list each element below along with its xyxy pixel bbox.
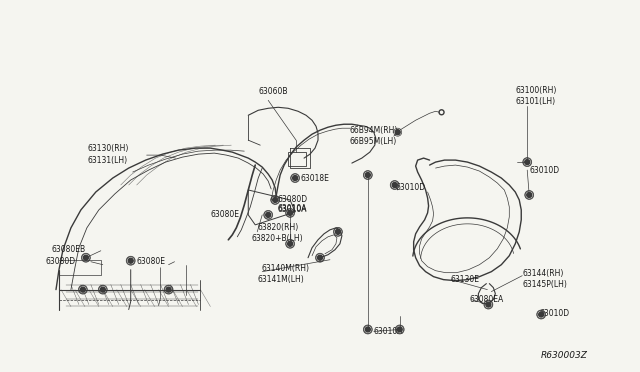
Circle shape: [287, 241, 292, 246]
Circle shape: [128, 258, 133, 263]
Circle shape: [317, 255, 323, 260]
Circle shape: [392, 183, 397, 187]
Circle shape: [397, 327, 402, 332]
Text: 63080E: 63080E: [211, 211, 239, 219]
Text: 63080EB: 63080EB: [51, 245, 85, 254]
Circle shape: [396, 130, 400, 135]
Circle shape: [365, 173, 371, 177]
Text: 63101(LH): 63101(LH): [515, 97, 556, 106]
Text: 63010D: 63010D: [529, 166, 559, 174]
Text: 63080E: 63080E: [137, 257, 166, 266]
Text: R630003Z: R630003Z: [541, 351, 588, 360]
Circle shape: [266, 212, 271, 217]
Text: 63141M(LH): 63141M(LH): [257, 275, 304, 284]
Text: 63100(RH): 63100(RH): [515, 86, 557, 95]
Bar: [288, 152, 306, 166]
Text: 63080D: 63080D: [45, 257, 75, 266]
Text: 63010A: 63010A: [374, 327, 403, 336]
Text: 63820+B(LH): 63820+B(LH): [252, 234, 303, 243]
Circle shape: [166, 287, 171, 292]
Circle shape: [525, 160, 530, 164]
Text: 63140M(RH): 63140M(RH): [261, 264, 309, 273]
Circle shape: [287, 211, 292, 215]
Text: 63080EA: 63080EA: [469, 295, 504, 304]
Text: 63131(LH): 63131(LH): [88, 155, 128, 164]
Circle shape: [100, 287, 106, 292]
Text: 66B95M(LH): 66B95M(LH): [350, 137, 397, 146]
Circle shape: [486, 302, 491, 307]
Text: 63820(RH): 63820(RH): [257, 223, 298, 232]
Text: 63130(RH): 63130(RH): [88, 144, 129, 153]
Text: 66B94M(RH): 66B94M(RH): [350, 126, 398, 135]
Text: 63080D: 63080D: [277, 195, 307, 205]
Circle shape: [365, 327, 371, 332]
Circle shape: [273, 198, 278, 202]
Text: 63060B: 63060B: [258, 87, 288, 96]
Text: 63010D: 63010D: [396, 183, 426, 192]
Circle shape: [527, 192, 532, 198]
Text: 63145P(LH): 63145P(LH): [522, 280, 567, 289]
Text: 63144(RH): 63144(RH): [522, 269, 564, 278]
Circle shape: [335, 229, 340, 234]
Text: 63010D: 63010D: [539, 309, 570, 318]
Text: 63010A: 63010A: [277, 205, 307, 214]
Circle shape: [292, 176, 298, 180]
Text: 63130E: 63130E: [451, 275, 479, 284]
Text: 63010A: 63010A: [277, 205, 307, 214]
Circle shape: [81, 287, 85, 292]
Circle shape: [539, 312, 543, 317]
Circle shape: [83, 255, 88, 260]
Text: 63018E: 63018E: [300, 173, 329, 183]
